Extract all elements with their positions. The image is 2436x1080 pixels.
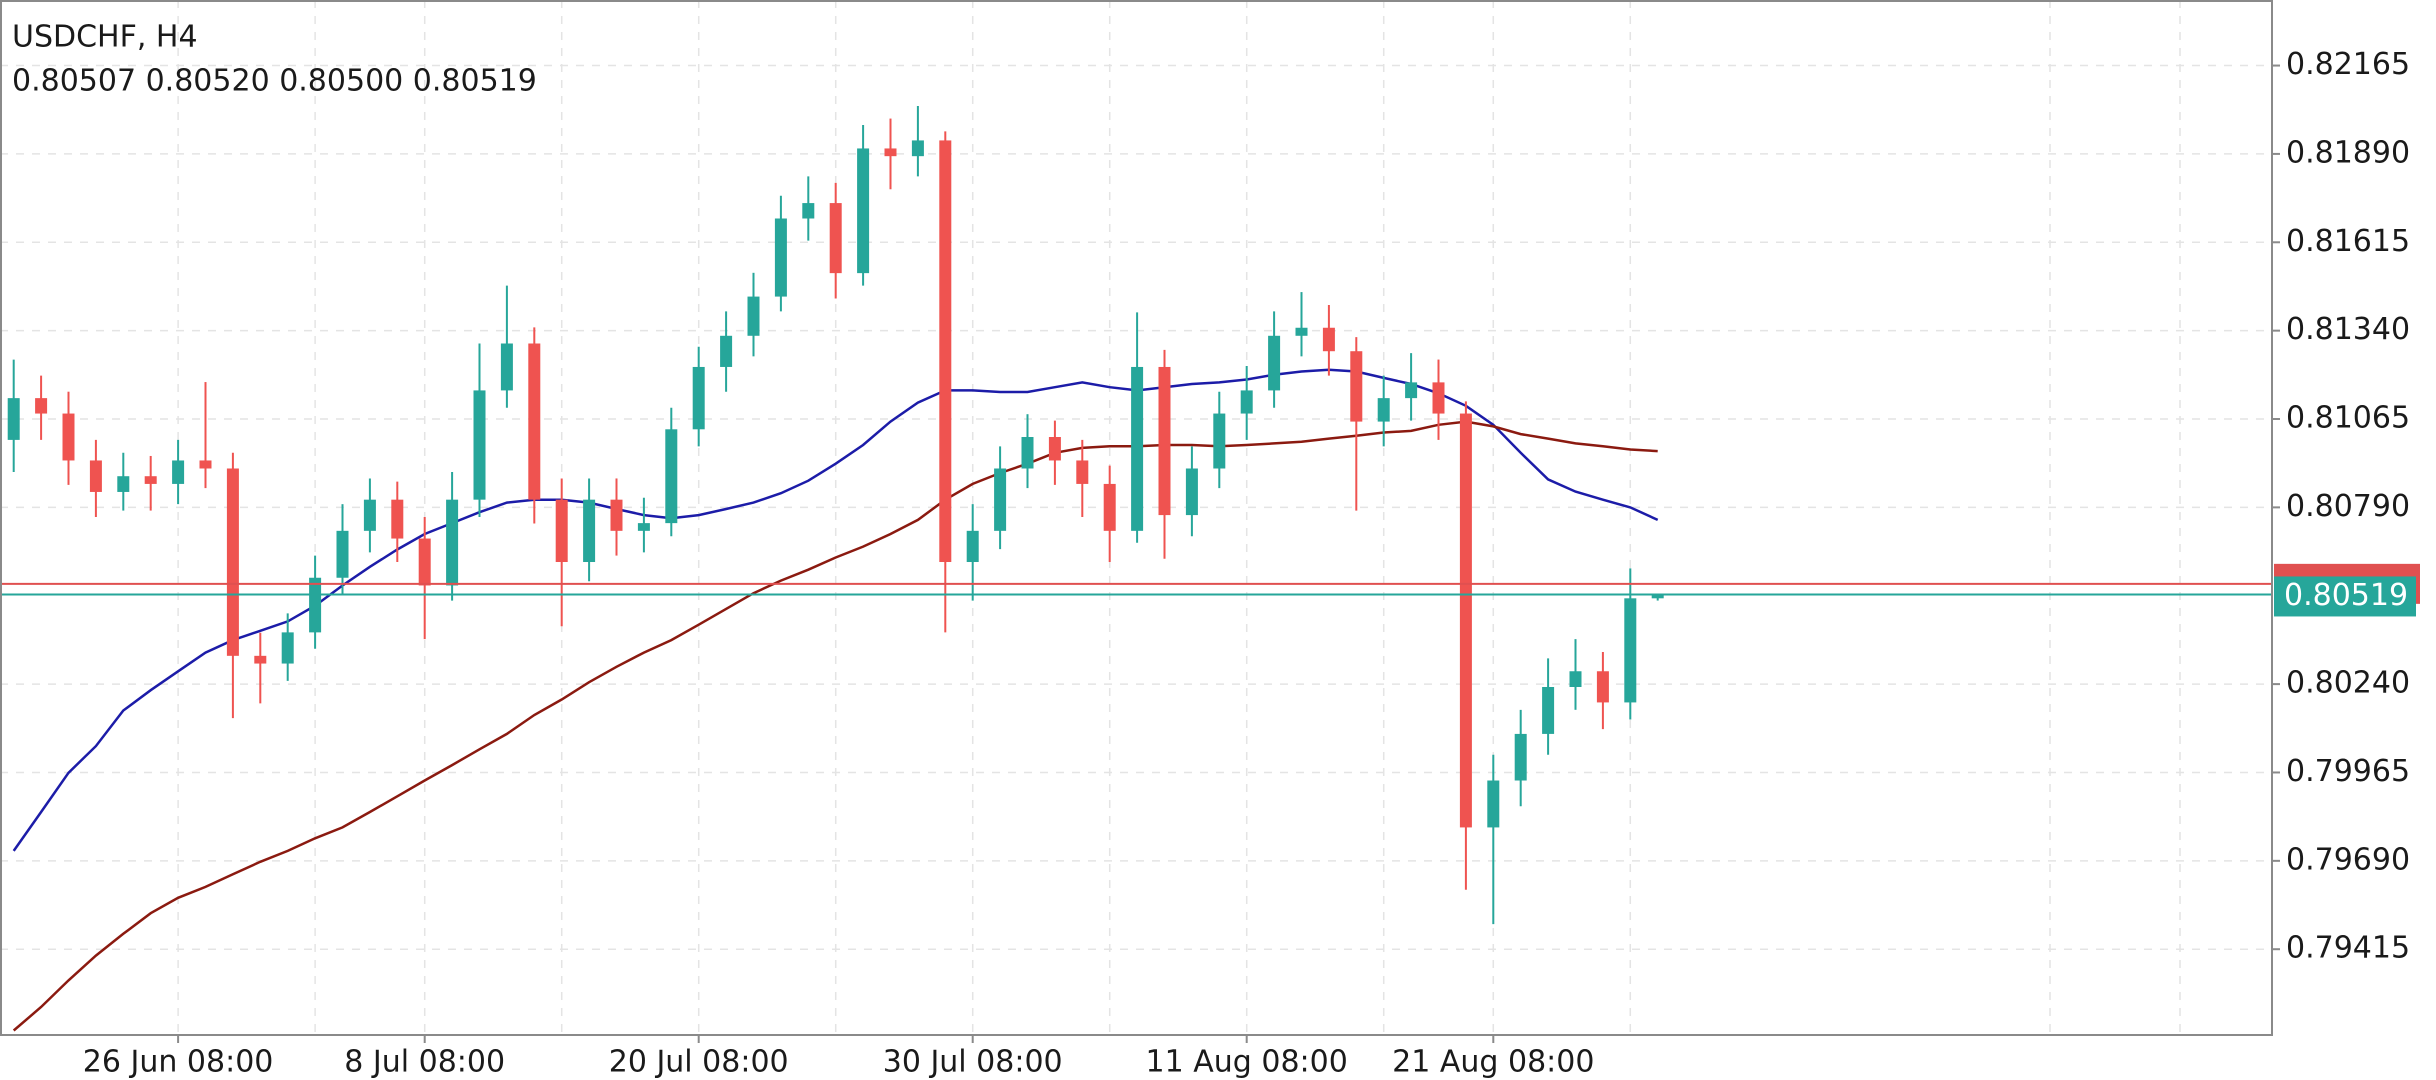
- candle-body: [911, 140, 924, 157]
- candle-body: [774, 218, 787, 297]
- candle-body: [583, 499, 596, 563]
- candle-body: [446, 499, 459, 586]
- candle-body: [857, 148, 870, 274]
- candle-body: [1185, 468, 1198, 516]
- candle-body: [1240, 390, 1253, 414]
- candle-body: [473, 390, 486, 500]
- candle-body: [1213, 413, 1226, 469]
- candle-body: [555, 499, 568, 563]
- candle-body: [994, 468, 1007, 531]
- candle-body: [1569, 671, 1582, 688]
- y-tick-label: 0.82165: [2286, 47, 2410, 82]
- candle-body: [117, 476, 130, 492]
- candle-body: [1377, 398, 1390, 422]
- y-tick-label: 0.81340: [2286, 312, 2410, 347]
- candle-body: [747, 296, 760, 336]
- candle-body: [172, 460, 185, 484]
- candle-body: [1596, 671, 1609, 703]
- y-tick-label: 0.79690: [2286, 842, 2410, 877]
- candle-body: [939, 140, 952, 563]
- candle-body: [1103, 483, 1116, 531]
- candle-body: [966, 530, 979, 563]
- candle-body: [610, 499, 623, 531]
- x-tick-label: 8 Jul 08:00: [344, 1045, 505, 1080]
- candle-body: [1651, 594, 1664, 599]
- x-tick-label: 20 Jul 08:00: [609, 1045, 789, 1080]
- x-tick-label: 11 Aug 08:00: [1146, 1045, 1348, 1080]
- candle-body: [1514, 733, 1527, 781]
- y-tick-label: 0.79415: [2286, 931, 2410, 966]
- candle-body: [7, 398, 20, 440]
- candle-body: [1131, 366, 1144, 531]
- candle-body: [1268, 335, 1281, 391]
- candle-body: [1487, 780, 1500, 828]
- candle-body: [391, 499, 404, 539]
- y-tick-label: 0.81615: [2286, 224, 2410, 259]
- candle-body: [309, 577, 322, 633]
- candle-body: [665, 429, 678, 524]
- candle-body: [62, 413, 75, 461]
- candle-body: [1459, 413, 1472, 828]
- y-tick-label: 0.81890: [2286, 135, 2410, 170]
- candle-body: [829, 203, 842, 274]
- y-tick-label: 0.79965: [2286, 754, 2410, 789]
- chart-title: USDCHF, H4: [12, 20, 198, 55]
- plot-area: [0, 106, 2272, 1032]
- ohlc-readout: 0.80507 0.80520 0.80500 0.80519: [12, 64, 537, 99]
- axes: 0.82165 0.81890 0.81615 0.81340 0.81065 0.807…: [83, 47, 2420, 1080]
- candle-body: [1405, 382, 1418, 399]
- y-tick-label: 0.80790: [2286, 489, 2410, 524]
- bid-price-label: 0.80519: [2284, 578, 2408, 613]
- candle-body: [144, 476, 157, 484]
- candle-body: [720, 335, 733, 367]
- candle-body: [1158, 366, 1171, 516]
- candle-body: [199, 460, 212, 469]
- candle-body: [226, 468, 239, 656]
- bid-price-box: [2274, 576, 2416, 617]
- plot-border: [0, 0, 2273, 1036]
- candle-body: [500, 343, 513, 391]
- candle-body: [89, 460, 102, 492]
- candle-body: [1624, 598, 1637, 703]
- candle-body: [528, 343, 541, 500]
- candle-body: [1295, 327, 1308, 336]
- grid: [0, 0, 2272, 1035]
- x-tick-label: 30 Jul 08:00: [883, 1045, 1063, 1080]
- y-tick-label: 0.80240: [2286, 666, 2410, 701]
- candle-body: [336, 530, 349, 578]
- candle-body: [1432, 382, 1445, 414]
- candle-body: [281, 632, 294, 664]
- x-tick-label: 21 Aug 08:00: [1392, 1045, 1594, 1080]
- y-tick-label: 0.81065: [2286, 401, 2410, 436]
- candle-body: [418, 538, 431, 586]
- candle-body: [637, 523, 650, 531]
- candle-body: [884, 148, 897, 157]
- candle-body: [802, 203, 815, 219]
- candle-body: [1350, 351, 1363, 422]
- candle-body: [1021, 437, 1034, 469]
- candle-body: [692, 366, 705, 430]
- x-tick-label: 26 Jun 08:00: [83, 1045, 274, 1080]
- candle-body: [35, 398, 48, 414]
- candle-body: [1048, 437, 1061, 461]
- candle-body: [363, 499, 376, 531]
- candle-body: [254, 655, 267, 664]
- candle-body: [1076, 460, 1089, 484]
- candle-body: [1322, 327, 1335, 352]
- candle-body: [1542, 687, 1555, 734]
